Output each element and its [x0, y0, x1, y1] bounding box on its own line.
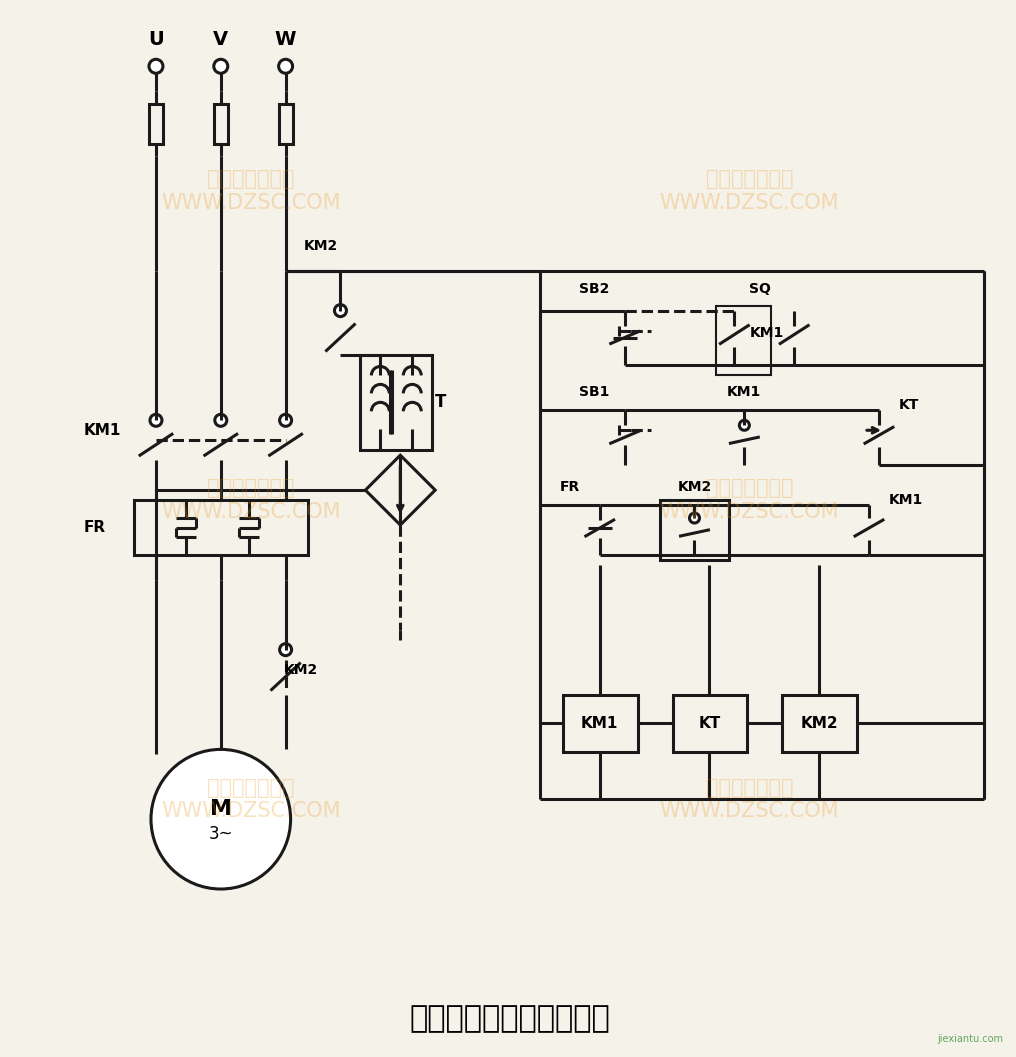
- Circle shape: [150, 414, 162, 426]
- Bar: [149, 104, 163, 144]
- Bar: [716, 305, 771, 375]
- Circle shape: [151, 749, 291, 889]
- Text: KM2: KM2: [678, 480, 711, 494]
- Text: KT: KT: [899, 398, 919, 412]
- Bar: [213, 104, 228, 144]
- Bar: [673, 694, 748, 753]
- Circle shape: [214, 414, 227, 426]
- Circle shape: [279, 644, 292, 655]
- Text: KM1: KM1: [889, 493, 924, 507]
- Bar: [782, 694, 858, 753]
- Text: 维库电子市场网
WWW.DZSC.COM: 维库电子市场网 WWW.DZSC.COM: [659, 479, 839, 522]
- Text: KM1: KM1: [83, 423, 121, 438]
- Text: 维库电子市场网
WWW.DZSC.COM: 维库电子市场网 WWW.DZSC.COM: [659, 778, 839, 821]
- Text: W: W: [275, 30, 297, 49]
- Circle shape: [740, 421, 750, 430]
- Text: SB2: SB2: [579, 281, 610, 296]
- Text: KM1: KM1: [727, 386, 761, 400]
- Bar: [659, 500, 729, 560]
- Text: T: T: [435, 393, 446, 411]
- Text: KM1: KM1: [750, 326, 784, 339]
- Bar: [361, 355, 432, 450]
- Text: 维库电子市场网
WWW.DZSC.COM: 维库电子市场网 WWW.DZSC.COM: [161, 169, 340, 212]
- Text: M: M: [209, 799, 232, 819]
- Circle shape: [279, 414, 292, 426]
- Text: 3~: 3~: [208, 826, 233, 843]
- Text: KM2: KM2: [283, 663, 318, 676]
- Circle shape: [278, 59, 293, 73]
- Text: 电动机准确定位控制电路: 电动机准确定位控制电路: [409, 1004, 611, 1033]
- Text: KT: KT: [698, 716, 720, 731]
- Text: SQ: SQ: [750, 281, 771, 296]
- Text: FR: FR: [84, 519, 106, 535]
- Text: 维库电子市场网
WWW.DZSC.COM: 维库电子市场网 WWW.DZSC.COM: [161, 778, 340, 821]
- Circle shape: [690, 513, 699, 523]
- Circle shape: [334, 304, 346, 317]
- Bar: [134, 500, 308, 555]
- Bar: [278, 104, 293, 144]
- Text: SB1: SB1: [579, 386, 610, 400]
- Circle shape: [213, 59, 228, 73]
- Bar: [563, 694, 638, 753]
- Text: KM1: KM1: [581, 716, 619, 731]
- Text: FR: FR: [560, 480, 580, 494]
- Circle shape: [149, 59, 163, 73]
- Text: KM2: KM2: [801, 716, 838, 731]
- Text: KM2: KM2: [304, 239, 337, 253]
- Text: jiexiantu.com: jiexiantu.com: [938, 1034, 1004, 1043]
- Text: V: V: [213, 30, 229, 49]
- Text: 维库电子市场网
WWW.DZSC.COM: 维库电子市场网 WWW.DZSC.COM: [659, 169, 839, 212]
- Text: U: U: [148, 30, 164, 49]
- Text: 维库电子市场网
WWW.DZSC.COM: 维库电子市场网 WWW.DZSC.COM: [161, 479, 340, 522]
